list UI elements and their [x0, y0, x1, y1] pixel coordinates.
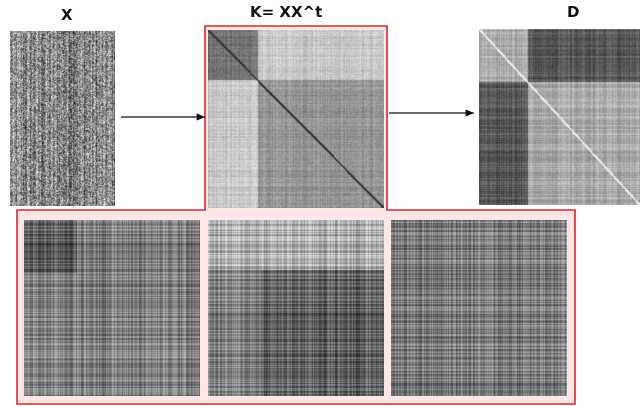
zoom-panel-3 [391, 220, 567, 396]
matrix-d-title: D [567, 3, 580, 21]
zoom-panel-2 [208, 220, 384, 396]
matrix-k-image [208, 30, 384, 208]
matrix-x-title: X [61, 6, 73, 24]
zoom-panel-1 [24, 220, 200, 396]
matrix-d-image [479, 29, 640, 205]
matrix-x-image [10, 31, 115, 206]
matrix-k-title: K= XX^t [250, 3, 323, 21]
